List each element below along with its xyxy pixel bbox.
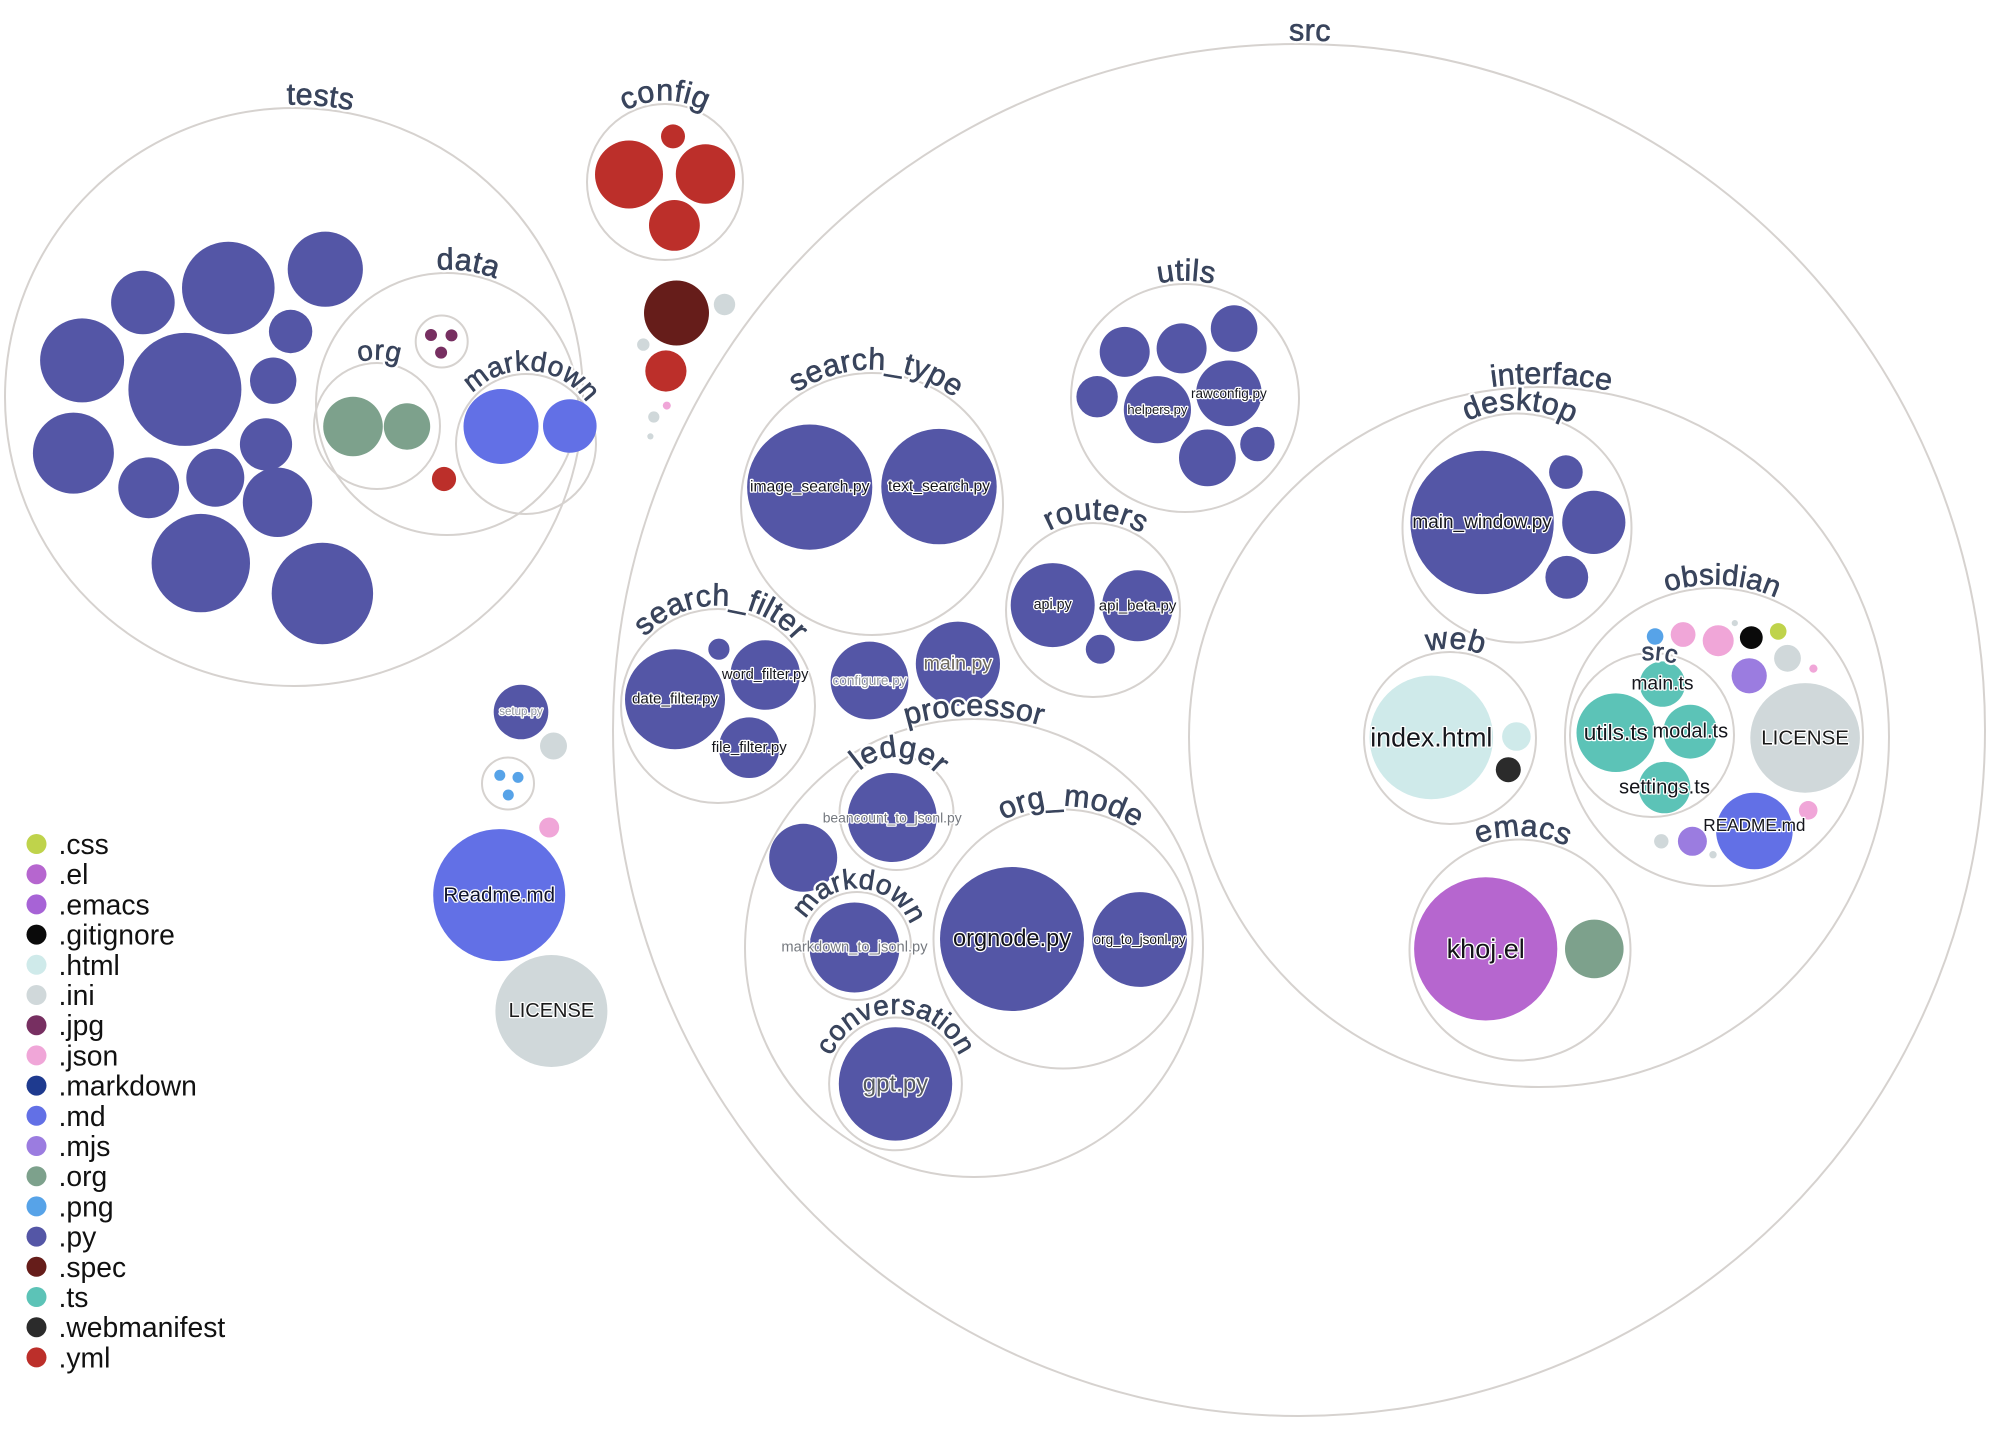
svg-text:.yml: .yml — [59, 1341, 111, 1373]
svg-text:index.html: index.html — [1370, 722, 1492, 752]
svg-text:.md: .md — [59, 1100, 106, 1132]
svg-text:.jpg: .jpg — [59, 1009, 105, 1041]
svg-text:image_search.py: image_search.py — [750, 479, 870, 496]
svg-text:orgnode.py: orgnode.py — [953, 926, 1071, 952]
svg-text:web: web — [1422, 621, 1490, 661]
svg-text:.html: .html — [59, 949, 120, 981]
svg-text:tests: tests — [287, 77, 357, 117]
svg-text:.png: .png — [59, 1190, 114, 1222]
svg-text:main.ts: main.ts — [1631, 674, 1693, 695]
svg-text:.markdown: .markdown — [59, 1070, 197, 1102]
svg-text:org_to_jsonl.py: org_to_jsonl.py — [1093, 932, 1185, 947]
svg-text:markdown_to_jsonl.py: markdown_to_jsonl.py — [781, 940, 928, 956]
svg-text:beancount_to_jsonl.py: beancount_to_jsonl.py — [823, 810, 962, 826]
svg-text:text_search.py: text_search.py — [888, 478, 990, 495]
svg-text:helpers.py: helpers.py — [1127, 402, 1187, 417]
svg-text:.ini: .ini — [59, 979, 95, 1011]
svg-text:.mjs: .mjs — [59, 1130, 111, 1162]
svg-text:setup.py: setup.py — [499, 706, 543, 718]
svg-text:.org: .org — [59, 1160, 108, 1192]
svg-text:src: src — [1289, 13, 1332, 48]
svg-text:src: src — [1641, 638, 1681, 670]
svg-text:utils: utils — [1154, 253, 1218, 290]
svg-text:org: org — [355, 334, 405, 368]
svg-text:file_filter.py: file_filter.py — [712, 739, 788, 756]
svg-text:main.py: main.py — [924, 653, 993, 675]
svg-text:settings.ts: settings.ts — [1619, 777, 1710, 799]
svg-text:date_filter.py: date_filter.py — [632, 691, 719, 708]
svg-text:main_window.py: main_window.py — [1412, 512, 1552, 533]
svg-text:.spec: .spec — [59, 1251, 127, 1283]
svg-text:interface: interface — [1488, 357, 1615, 398]
svg-text:.json: .json — [59, 1039, 119, 1071]
svg-text:.emacs: .emacs — [59, 888, 150, 920]
svg-text:src: src — [1641, 638, 1681, 670]
svg-text:.webmanifest: .webmanifest — [59, 1311, 226, 1343]
svg-text:api_beta.py: api_beta.py — [1099, 597, 1177, 614]
svg-text:tests: tests — [287, 77, 357, 117]
svg-text:gpt.py: gpt.py — [863, 1070, 928, 1097]
svg-text:.py: .py — [59, 1221, 98, 1253]
svg-text:utils: utils — [1154, 253, 1218, 290]
svg-text:Readme.md: Readme.md — [443, 884, 555, 907]
svg-text:modal.ts: modal.ts — [1653, 721, 1729, 743]
svg-text:.el: .el — [59, 858, 89, 890]
svg-text:org: org — [355, 334, 405, 368]
svg-text:LICENSE: LICENSE — [1761, 726, 1849, 749]
svg-text:utils.ts: utils.ts — [1584, 720, 1648, 745]
svg-text:khoj.el: khoj.el — [1447, 934, 1525, 964]
svg-text:configure.py: configure.py — [832, 673, 906, 688]
svg-text:.css: .css — [59, 828, 109, 860]
svg-text:.gitignore: .gitignore — [59, 919, 175, 951]
svg-text:.ts: .ts — [59, 1281, 89, 1313]
svg-text:src: src — [1289, 13, 1332, 48]
svg-text:word_filter.py: word_filter.py — [721, 667, 809, 683]
svg-text:LICENSE: LICENSE — [509, 1000, 595, 1022]
svg-text:api.py: api.py — [1034, 597, 1073, 613]
svg-text:README.md: README.md — [1703, 815, 1805, 835]
svg-text:rawconfig.py: rawconfig.py — [1191, 386, 1267, 401]
